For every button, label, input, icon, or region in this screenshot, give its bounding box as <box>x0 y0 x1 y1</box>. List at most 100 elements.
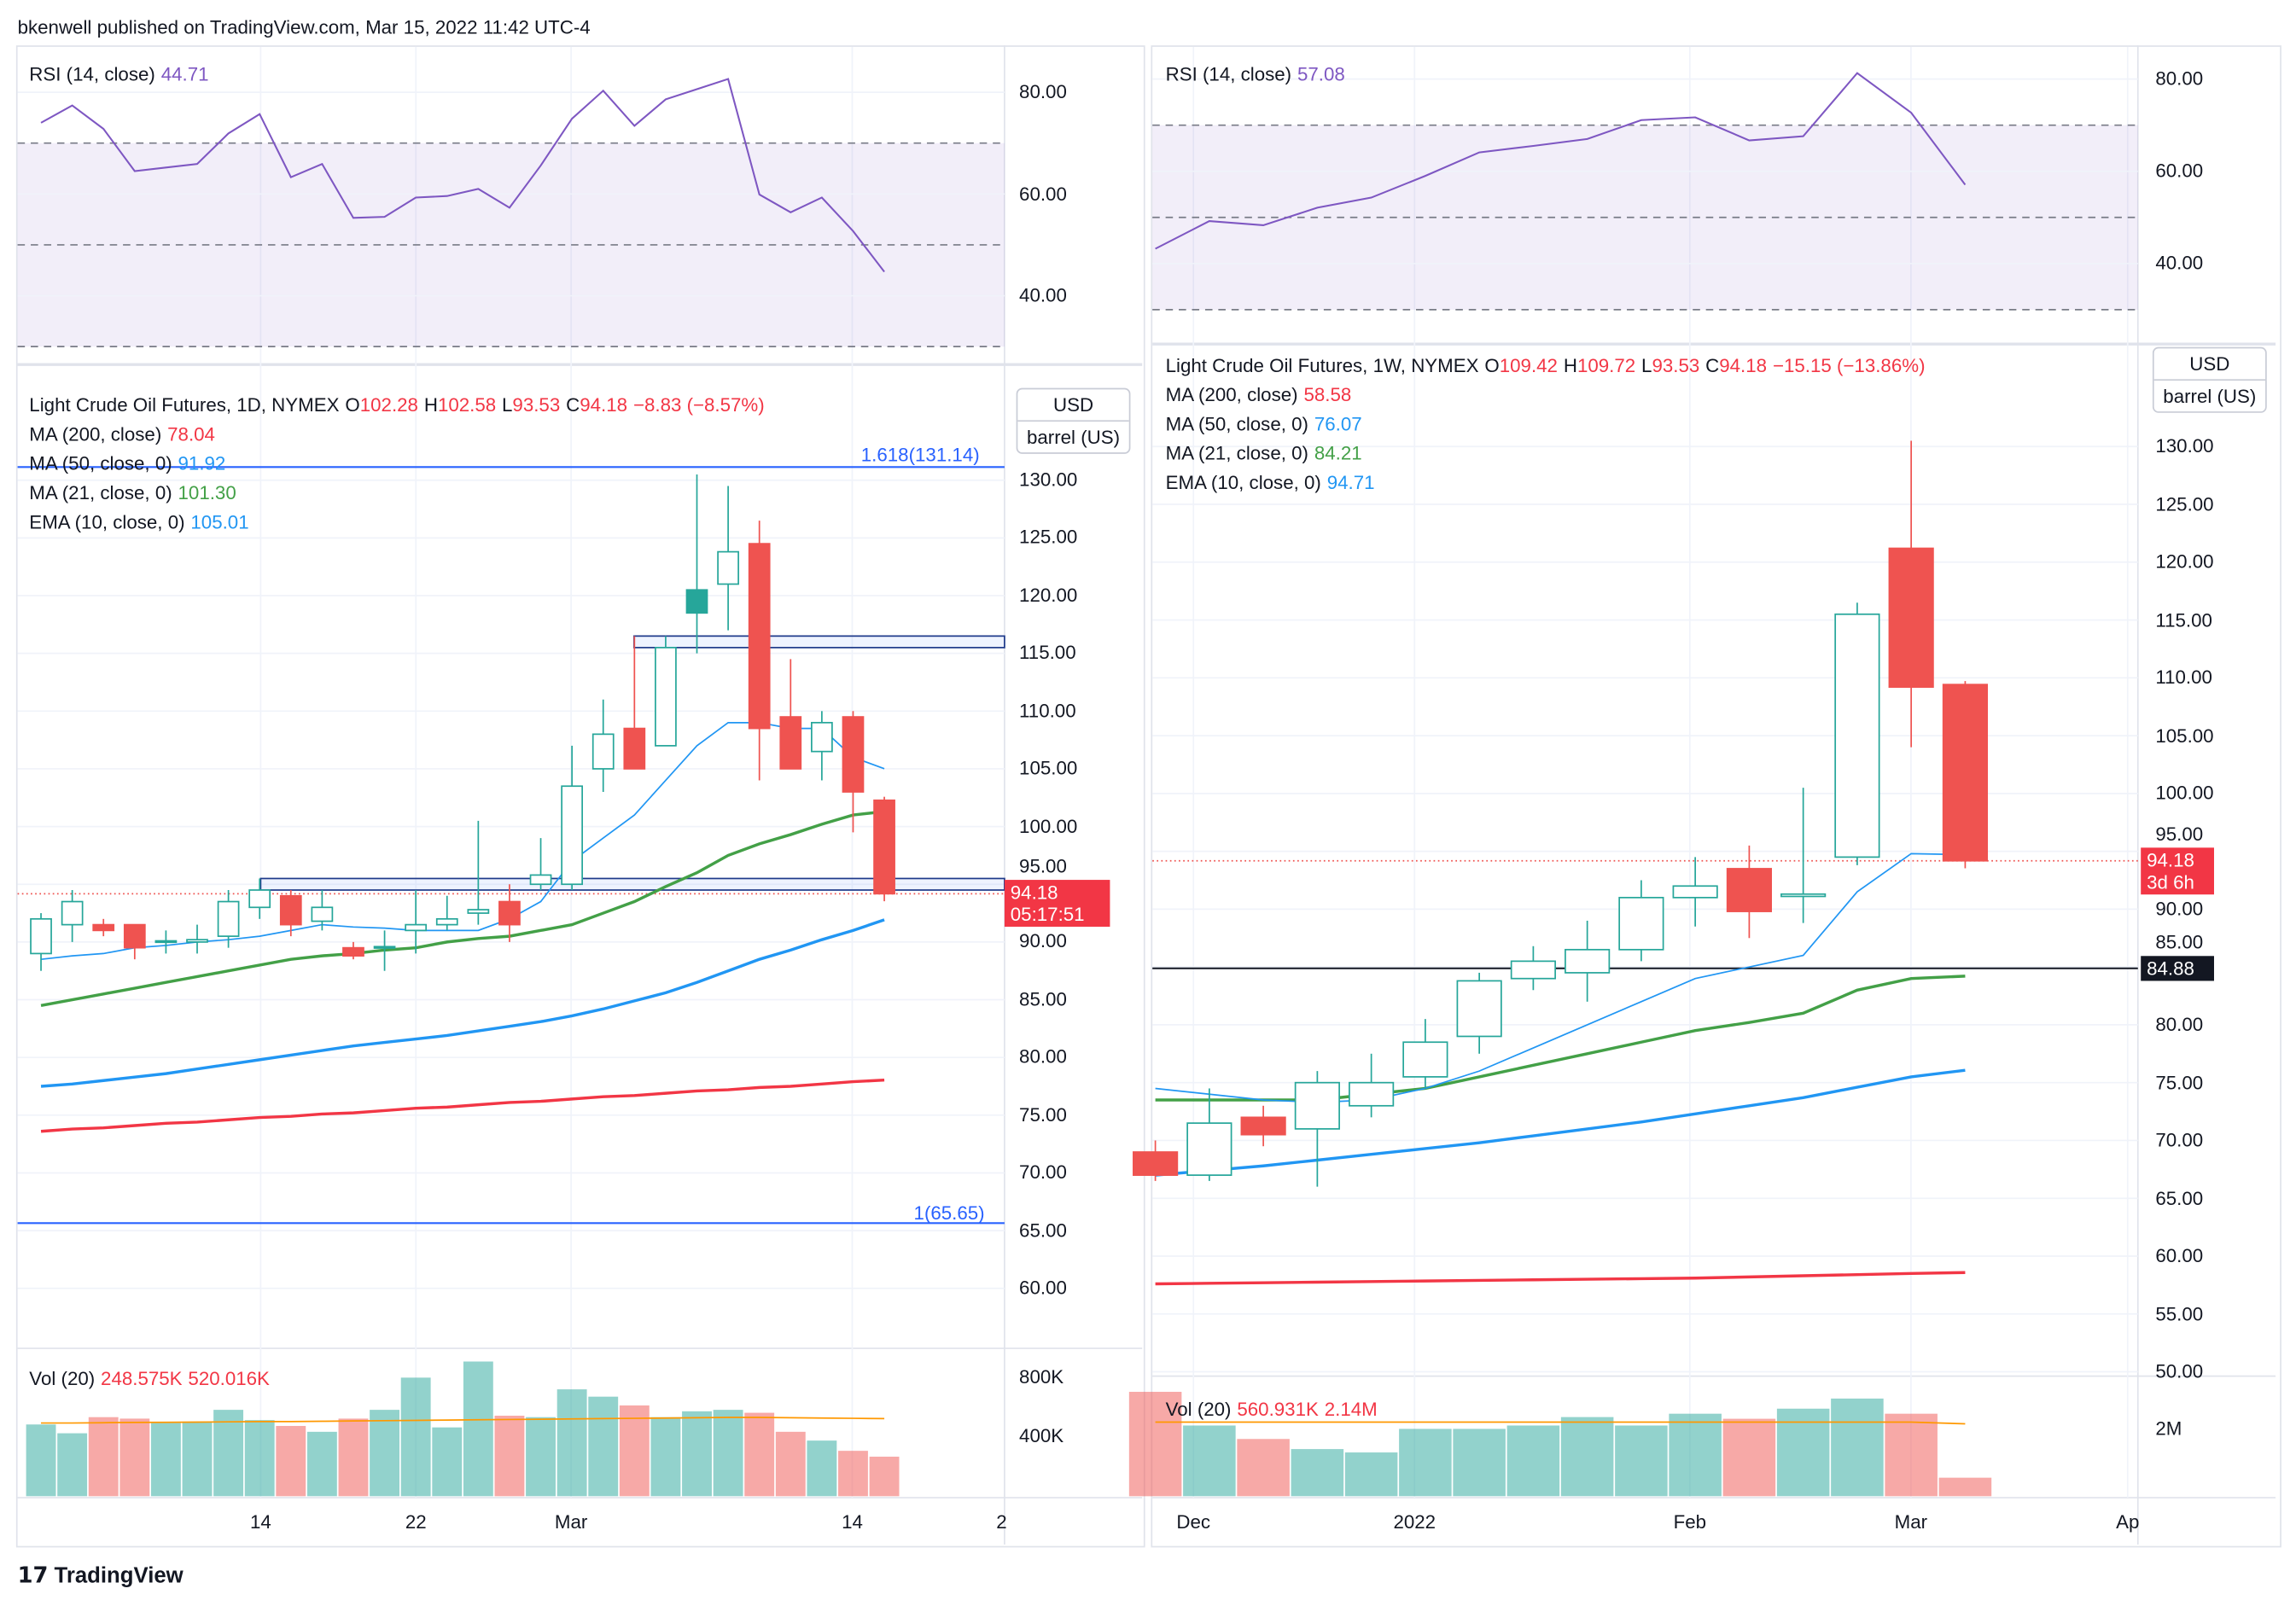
candle-down <box>873 799 895 895</box>
resistance-zone <box>632 635 1005 649</box>
support-zone <box>259 877 1005 891</box>
price-axis-tick: 60.00 <box>2155 1244 2204 1266</box>
indicator-label: MA (200, close) <box>29 422 162 445</box>
open-label: O <box>1484 354 1500 376</box>
volume-bar <box>1669 1413 1722 1497</box>
rsi-axis-tick: 40.00 <box>2155 252 2204 274</box>
candle-up <box>529 874 552 886</box>
candle-up <box>811 721 833 753</box>
price-axis-tick: 100.00 <box>1019 814 1078 837</box>
indicator-label: MA (21, close, 0) <box>1165 442 1308 464</box>
volume-bar <box>1344 1452 1398 1497</box>
price-axis-tick: 110.00 <box>1019 699 1076 722</box>
price-axis-tick: 120.00 <box>1019 584 1078 607</box>
candle-up <box>1510 960 1556 980</box>
volume-bar <box>526 1417 556 1497</box>
date-axis-tick: Ap <box>2116 1510 2140 1533</box>
candle-up <box>217 900 240 937</box>
vol-label: Vol (20) <box>29 1367 96 1390</box>
high-value: 109.72 <box>1576 354 1636 376</box>
candle-up <box>186 939 208 943</box>
volume-bar <box>650 1417 681 1497</box>
volume-bar <box>1560 1417 1614 1497</box>
indicator-label: EMA (10, close, 0) <box>1165 471 1321 494</box>
volume-bar <box>682 1411 712 1497</box>
volume-bar <box>1885 1413 1938 1497</box>
volume-axis-tick: 400K <box>1019 1424 1064 1447</box>
volume-bar <box>1938 1477 1992 1497</box>
ema10-line <box>40 721 885 961</box>
candle-down <box>779 716 802 770</box>
right-currency-selector[interactable]: USD barrel (US) <box>2152 346 2267 413</box>
price-axis-tick: 115.00 <box>2155 608 2212 631</box>
open-value: 102.28 <box>359 393 418 416</box>
volume-bar <box>88 1417 119 1497</box>
fib-upper-label: 1.618(131.14) <box>860 443 980 466</box>
price-axis-tick: 55.00 <box>2155 1302 2204 1324</box>
rsi-value: 57.08 <box>1297 62 1345 85</box>
high-label: H <box>1563 354 1577 376</box>
price-axis-tick: 75.00 <box>2155 1070 2204 1093</box>
price-axis-tick: 100.00 <box>2155 782 2214 804</box>
rsi-line <box>1155 72 1967 250</box>
volume-bar <box>494 1415 525 1497</box>
bar-countdown: 3d 6h <box>2147 870 2194 893</box>
last-price: 94.18 <box>2147 849 2194 871</box>
last-price: 94.18 <box>1010 881 1058 904</box>
price-axis-tick: 130.00 <box>2155 434 2214 457</box>
price-axis-tick: 65.00 <box>1019 1219 1067 1242</box>
indicator-value: 76.07 <box>1314 412 1362 435</box>
tradingview-logo[interactable]: 𝟭𝟳 TradingView <box>17 1562 184 1589</box>
high-label: H <box>423 393 438 416</box>
volume-bar <box>57 1433 88 1497</box>
ma21-line <box>40 810 885 1007</box>
indicator-label: MA (50, close, 0) <box>1165 412 1308 435</box>
candle-up <box>717 550 739 585</box>
open-label: O <box>345 393 360 416</box>
price-axis-tick: 65.00 <box>2155 1186 2204 1209</box>
symbol-title: Light Crude Oil Futures, 1D, NYMEX <box>29 393 340 416</box>
volume-bar <box>1237 1439 1290 1497</box>
candle-up <box>30 917 52 955</box>
close-label: C <box>1705 354 1720 376</box>
right-chart-panel[interactable] <box>1151 45 2281 1548</box>
volume-bar <box>1776 1408 1830 1497</box>
date-axis-tick: Mar <box>1894 1510 1928 1533</box>
ma21-line <box>1155 975 1966 1102</box>
rsi-line <box>40 78 885 273</box>
right-ma21-legend: MA (21, close, 0) 84.21 <box>1166 442 1368 464</box>
volume-axis-tick: 2M <box>2155 1417 2182 1440</box>
left-currency-selector[interactable]: USD barrel (US) <box>1016 387 1131 454</box>
tradingview-logo-icon: 𝟭𝟳 <box>17 1563 55 1589</box>
date-axis-tick: Feb <box>1673 1510 1707 1533</box>
date-axis-tick: 2022 <box>1393 1510 1436 1533</box>
volume-bar <box>1453 1429 1506 1497</box>
open-value: 109.42 <box>1499 354 1558 376</box>
rsi-axis-tick: 80.00 <box>2155 67 2204 90</box>
candle-up <box>685 589 708 614</box>
low-label: L <box>502 393 513 416</box>
candle-up <box>1456 980 1502 1038</box>
price-axis-tick: 85.00 <box>1019 987 1067 1010</box>
price-axis-tick: 95.00 <box>1019 854 1067 877</box>
right-volume-legend: Vol (20) 560.931K 2.14M <box>1166 1398 1384 1420</box>
volume-bar <box>1399 1429 1452 1497</box>
volume-bar <box>182 1421 213 1497</box>
candle-down <box>342 946 364 957</box>
volume-bar <box>276 1425 306 1497</box>
candle-up <box>248 889 271 909</box>
rsi-value: 44.71 <box>160 62 209 85</box>
volume-bar <box>869 1457 900 1497</box>
left-chart-panel[interactable] <box>15 45 1145 1548</box>
left-rsi-legend: RSI (14, close) 44.71 <box>29 63 214 85</box>
currency-label: USD <box>1017 389 1129 422</box>
brand-name: TradingView <box>54 1563 184 1589</box>
volume-bar <box>432 1427 463 1497</box>
unit-label: barrel (US) <box>1026 426 1121 448</box>
candle-down <box>748 543 771 730</box>
price-axis-tick: 115.00 <box>1019 641 1076 664</box>
hline-price-label: 84.88 <box>2141 956 2214 981</box>
candle-down <box>123 923 146 949</box>
ma200-line <box>40 1078 885 1133</box>
